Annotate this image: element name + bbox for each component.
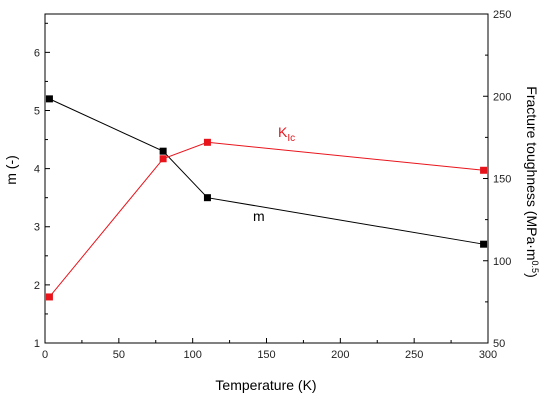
y-right-tick-label: 250	[493, 9, 511, 21]
series-lines	[49, 98, 484, 298]
y-right-tick-label: 200	[493, 91, 511, 103]
y-left-tick-label: 6	[34, 47, 40, 59]
x-tick-label: 0	[42, 349, 48, 361]
series-label-m: m	[253, 208, 265, 224]
x-tick-label: 150	[257, 349, 275, 361]
y-left-tick-label: 3	[34, 222, 40, 234]
y-axis-title-left: m (-)	[3, 155, 19, 185]
data-point-kic	[203, 138, 211, 146]
tick-labels: 0 50 100 150 200 250 300 1 2 3 4 5 6 50 100 150 200 250	[34, 9, 511, 361]
data-point-kic	[480, 166, 488, 174]
y-left-tick-label: 4	[34, 164, 40, 176]
x-tick-label: 50	[113, 349, 125, 361]
x-axis-title: Temperature (K)	[215, 377, 316, 393]
axis-ticks	[44, 13, 489, 344]
y-left-tick-label: 1	[34, 338, 40, 350]
series-line-m	[49, 98, 484, 245]
data-point-m	[480, 240, 488, 248]
y-right-tick-label: 50	[493, 338, 505, 350]
y-left-tick-label: 2	[34, 280, 40, 292]
x-tick-label: 300	[479, 349, 497, 361]
x-tick-label: 250	[405, 349, 423, 361]
data-point-m	[203, 194, 211, 202]
y-left-tick-label: 5	[34, 105, 40, 117]
y-axis-title-right: Fracture toughness (MPa·m0.5)	[524, 86, 540, 277]
y-right-tick-label: 100	[493, 256, 511, 268]
series-line-kic	[49, 141, 484, 298]
data-point-m	[159, 147, 167, 155]
data-point-kic	[159, 155, 167, 163]
x-tick-label: 100	[183, 349, 201, 361]
x-tick-label: 200	[331, 349, 349, 361]
series-label-kic: KIc	[278, 124, 295, 144]
data-point-kic	[45, 293, 53, 301]
plot-frame	[44, 13, 489, 344]
data-point-m	[45, 95, 53, 103]
series-points	[45, 95, 488, 301]
y-right-tick-label: 150	[493, 174, 511, 186]
